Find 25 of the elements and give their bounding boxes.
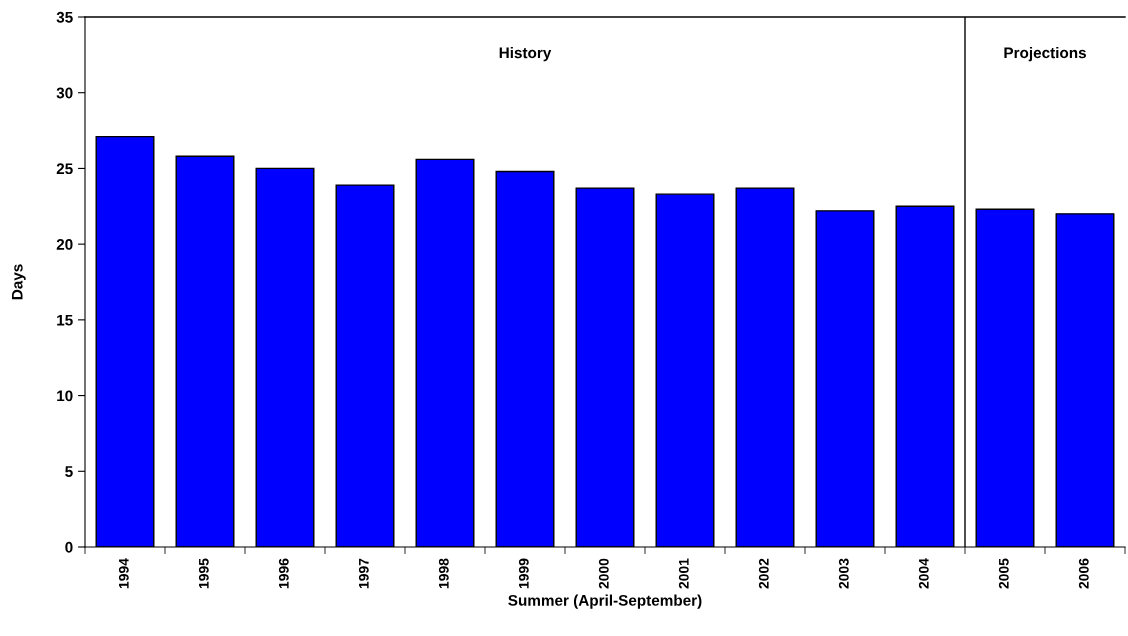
y-tick-label: 30	[56, 87, 73, 99]
x-tick-label: 1997	[358, 558, 369, 589]
x-tick-label: 2006	[1078, 558, 1089, 589]
x-axis-title: Summer (April-September)	[508, 594, 702, 609]
x-tick-label: 2001	[678, 558, 689, 589]
x-tick-label: 1994	[118, 558, 129, 589]
y-tick-label: 15	[57, 314, 73, 326]
x-tick-label: 1999	[518, 558, 529, 589]
annotation: Projections	[1004, 46, 1086, 62]
x-tick-label: 2004	[918, 558, 929, 589]
y-axis-title: Days	[11, 264, 26, 300]
x-tick-label: 2000	[598, 558, 609, 589]
x-tick-label: 2002	[758, 558, 769, 589]
x-tick-label: 2003	[838, 558, 849, 589]
y-tick-label: 20	[56, 239, 73, 250]
y-tick-label: 10	[57, 390, 73, 402]
x-tick-label: 1995	[198, 558, 209, 589]
y-tick-label: 25	[56, 163, 73, 175]
x-tick-label: 2005	[998, 558, 1009, 589]
x-tick-label: 1998	[438, 558, 449, 589]
annotation: History	[499, 46, 552, 62]
y-tick-label: 5	[65, 466, 73, 477]
x-tick-label: 1996	[278, 558, 289, 589]
y-tick-label: 0	[65, 541, 73, 553]
y-tick-label: 35	[56, 11, 73, 23]
